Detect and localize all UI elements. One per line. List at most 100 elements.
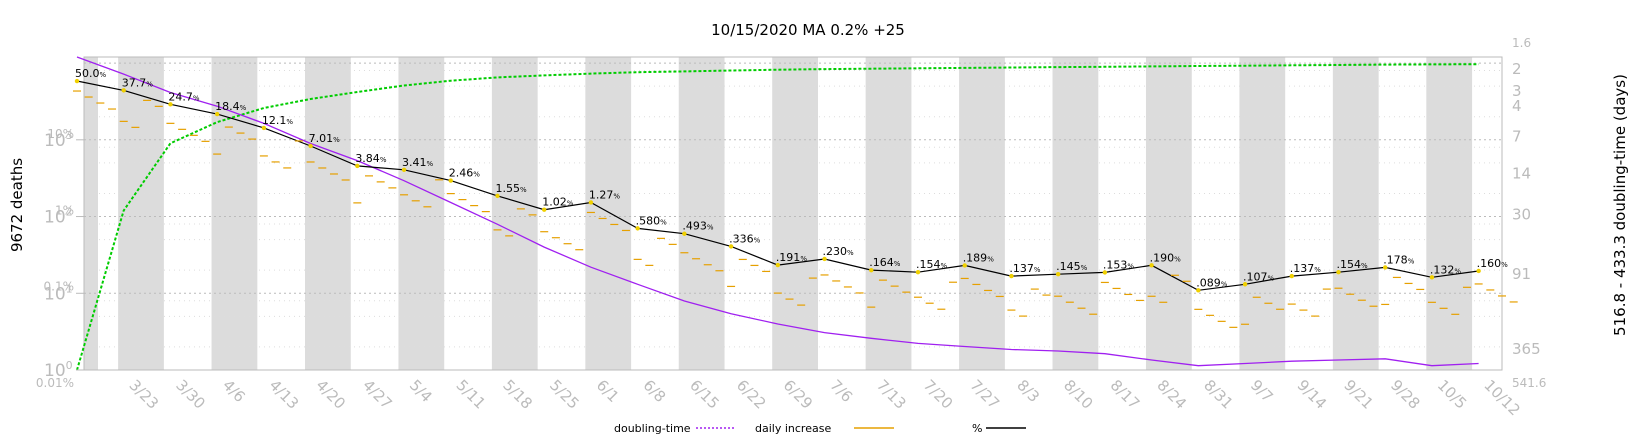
percent-point	[588, 200, 594, 205]
percent-point	[962, 263, 967, 268]
x-axis-tick: 5/25	[546, 376, 583, 413]
tick-base: 10	[44, 284, 66, 304]
tick-exponent: 1	[66, 282, 73, 295]
percent-point	[1429, 275, 1435, 280]
week-band	[1332, 57, 1379, 370]
x-axis-tick: 4/6	[219, 376, 249, 406]
percent-label: .336%	[729, 232, 761, 245]
percent-point	[682, 231, 687, 236]
percent-unit: %	[1081, 264, 1088, 272]
percent-labels: 50.0% 37.7% 24.7% 18.4% 12.1% 7.01% 3.84% 3.41%…	[74, 67, 1508, 293]
x-axis-tick: 5/11	[453, 376, 490, 413]
percent-unit: %	[1221, 280, 1228, 288]
percent-unit: %	[847, 249, 854, 257]
percent-axis-tick: 10%	[47, 127, 74, 141]
left-axis-tick: 102	[44, 206, 73, 228]
percent-point	[495, 193, 500, 199]
percent-axis-tick: 0.1%	[44, 279, 75, 293]
week-band	[585, 57, 632, 370]
week-band	[1052, 57, 1099, 370]
percent-point	[1336, 270, 1341, 275]
chart-title: 10/15/2020 MA 0.2% +25	[711, 21, 905, 39]
percent-unit: %	[754, 236, 761, 244]
x-axis-tick: 7/20	[920, 376, 957, 413]
percent-point	[261, 125, 267, 131]
percent-label: 24.7%	[168, 90, 200, 103]
left-axis-tick: 103	[44, 129, 73, 151]
percent-unit: %	[1408, 257, 1415, 265]
week-band	[491, 57, 538, 370]
percent-point	[214, 111, 220, 117]
percent-unit: %	[613, 192, 620, 200]
x-axis-tick: 10/5	[1434, 376, 1471, 413]
x-axis-tick: 4/20	[312, 376, 349, 413]
x-axis-tick: 3/23	[126, 376, 163, 413]
x-axis-tick: 9/14	[1294, 376, 1331, 413]
percent-axis-tick: 0.01%	[36, 376, 74, 390]
left-axis-tick: 101	[44, 282, 73, 304]
percent-unit: %	[1501, 261, 1508, 269]
percent-unit: %	[193, 94, 200, 102]
percent-point	[869, 267, 874, 273]
week-band	[865, 57, 912, 370]
percent-label: 18.4%	[215, 100, 247, 113]
tick-base: 10	[44, 131, 66, 151]
x-axis-tick: 4/27	[359, 376, 396, 413]
percent-unit: %	[660, 218, 667, 226]
percent-label: 7.01%	[309, 132, 341, 145]
week-band	[211, 57, 258, 370]
percent-point	[401, 167, 407, 173]
tick-exponent: 0	[66, 359, 73, 372]
percent-label: 50.0%	[75, 67, 107, 80]
x-axis-tick: 8/10	[1060, 376, 1097, 413]
percent-point	[1102, 270, 1108, 275]
percent-label: .164%	[869, 256, 901, 269]
x-axis-tick: 5/18	[499, 376, 536, 413]
tick-exponent: 3	[66, 129, 73, 142]
x-axis-tick: 6/8	[639, 376, 669, 406]
tick-base: 10	[44, 361, 66, 381]
left-axis-tick: 100	[44, 359, 73, 381]
x-axis-tick: 6/1	[593, 376, 623, 406]
percent-point	[1055, 272, 1061, 277]
percent-unit: %	[333, 136, 340, 144]
percent-unit: %	[1314, 266, 1321, 274]
percent-unit: %	[940, 262, 947, 270]
right-axis-tick: 3	[1512, 82, 1522, 100]
percent-point	[775, 262, 781, 268]
legend-label: doubling-time	[614, 422, 691, 435]
right-axis-tick: 1.6	[1512, 36, 1531, 50]
percent-unit: %	[427, 160, 434, 168]
percent-point	[355, 163, 360, 169]
week-band	[84, 57, 98, 370]
percent-label: .580%	[636, 214, 668, 227]
percent-unit: %	[707, 224, 714, 232]
percent-label: 3.84%	[355, 152, 387, 165]
percent-unit: %	[1454, 267, 1461, 275]
week-band	[1239, 57, 1286, 370]
percent-point	[1476, 268, 1481, 274]
percent-label: .154%	[1336, 258, 1368, 271]
percent-label: 1.27%	[589, 188, 621, 201]
percent-unit: %	[567, 200, 574, 208]
right-axis-tick: 30	[1512, 206, 1531, 224]
week-band	[118, 57, 164, 370]
percent-point	[1196, 288, 1201, 293]
percent-label: .189%	[963, 251, 995, 264]
right-axis-tick: 14	[1512, 165, 1531, 183]
week-band	[304, 57, 351, 370]
percent-label: .137%	[1290, 262, 1322, 275]
percent-unit: %	[473, 171, 480, 179]
percent-point	[635, 226, 640, 231]
x-axis-tick: 9/28	[1387, 376, 1424, 413]
x-axis-tick: 8/3	[1013, 376, 1043, 406]
week-band	[1426, 57, 1473, 370]
plot-border	[83, 56, 1503, 371]
week-band	[772, 57, 818, 370]
percent-label: .089%	[1196, 276, 1228, 289]
percent-unit: %	[1174, 255, 1181, 263]
percent-unit: %	[1034, 266, 1041, 274]
x-axis-tick: 7/27	[967, 376, 1004, 413]
percent-point	[1009, 273, 1014, 279]
